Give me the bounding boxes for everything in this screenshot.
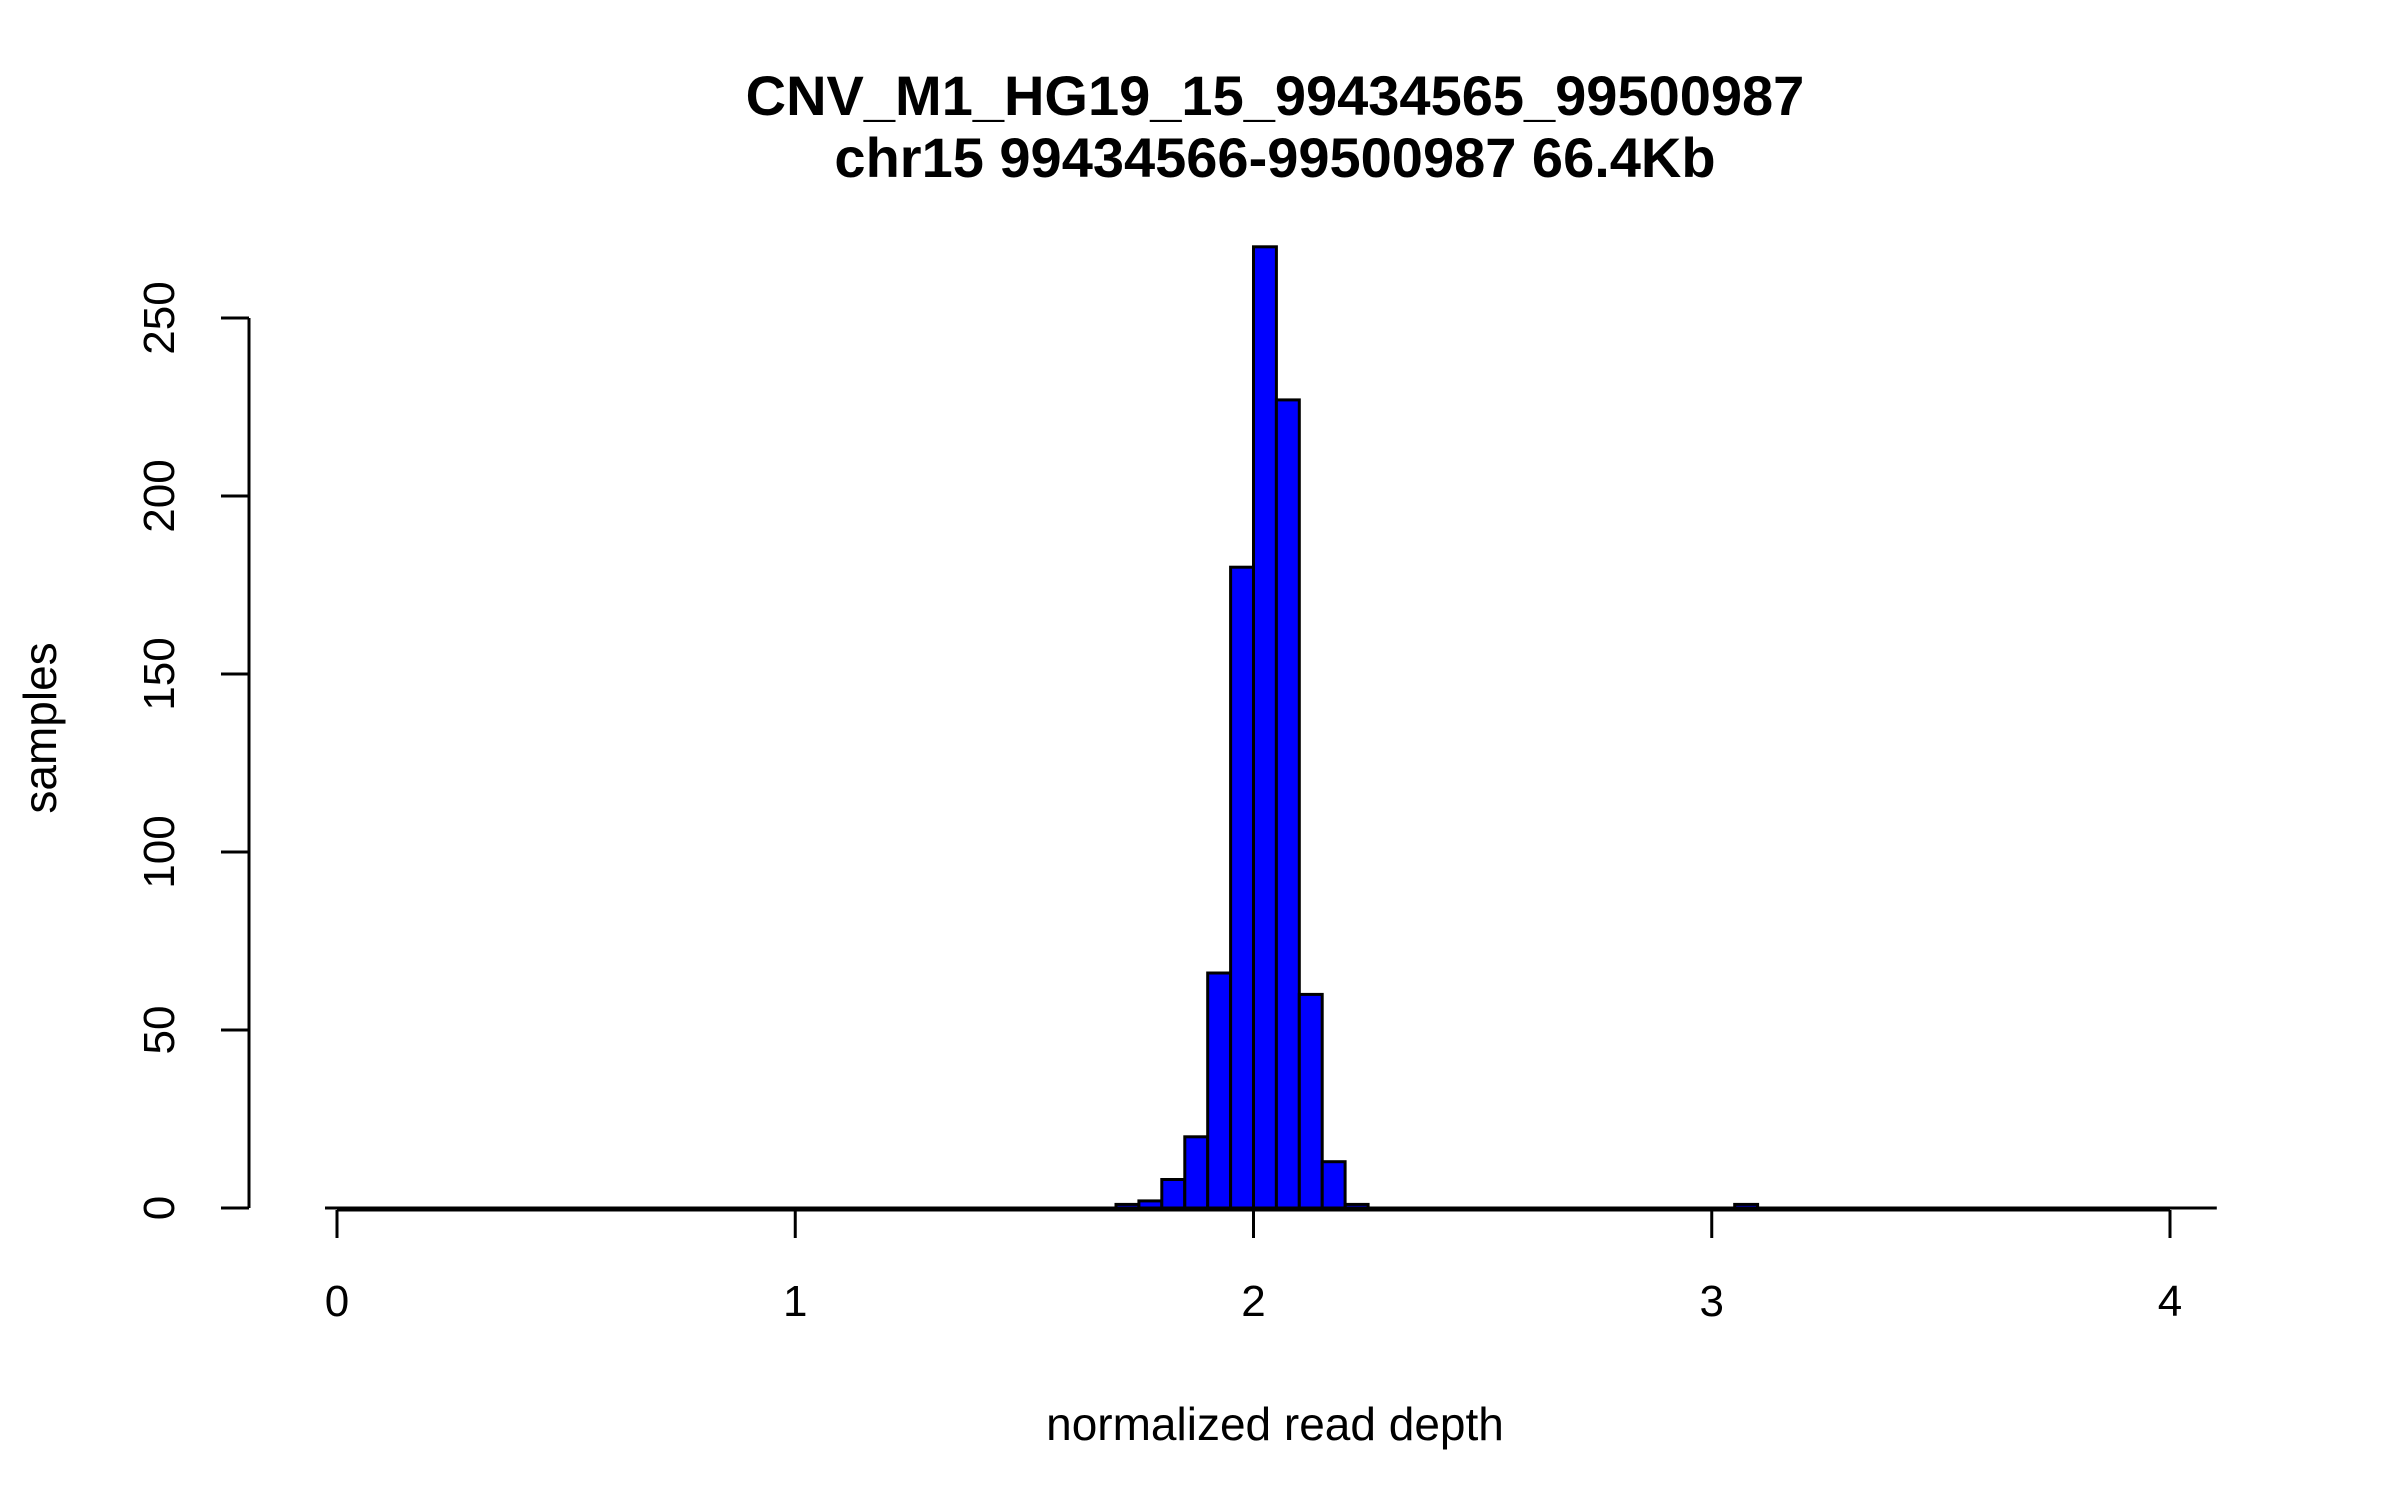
histogram-bar <box>1297 992 1324 1210</box>
y-tick-label: 200 <box>135 459 184 532</box>
chart-subtitle: chr15 99434566-99500987 66.4Kb <box>834 126 1715 189</box>
y-tick-label: 0 <box>135 1196 184 1220</box>
histogram-bar <box>1183 1135 1210 1210</box>
x-axis: 0 1 2 3 4 <box>325 1208 2182 1326</box>
histogram-bar <box>1274 398 1301 1210</box>
y-axis-title: samples <box>14 642 66 813</box>
histogram-bar <box>1252 245 1278 1210</box>
x-tick-label: 2 <box>1241 1277 1265 1326</box>
histogram-bar <box>1160 1178 1187 1210</box>
histogram-bar <box>1229 565 1255 1210</box>
x-tick-label: 0 <box>325 1277 349 1326</box>
y-tick-label: 50 <box>135 1006 184 1055</box>
y-tick-label: 100 <box>135 815 184 888</box>
y-axis: 0 50 100 150 200 250 <box>135 281 251 1220</box>
chart-title: CNV_M1_HG19_15_99434565_99500987 <box>746 64 1805 127</box>
y-tick-label: 250 <box>135 281 184 354</box>
histogram-bar <box>1320 1160 1347 1210</box>
y-tick-label: 150 <box>135 637 184 710</box>
bars-group <box>1114 245 1760 1210</box>
x-axis-title: normalized read depth <box>1046 1398 1504 1450</box>
x-tick-label: 4 <box>2158 1277 2182 1326</box>
x-tick-label: 1 <box>783 1277 807 1326</box>
x-tick-label: 3 <box>1700 1277 1724 1326</box>
histogram-bar <box>1206 971 1233 1210</box>
